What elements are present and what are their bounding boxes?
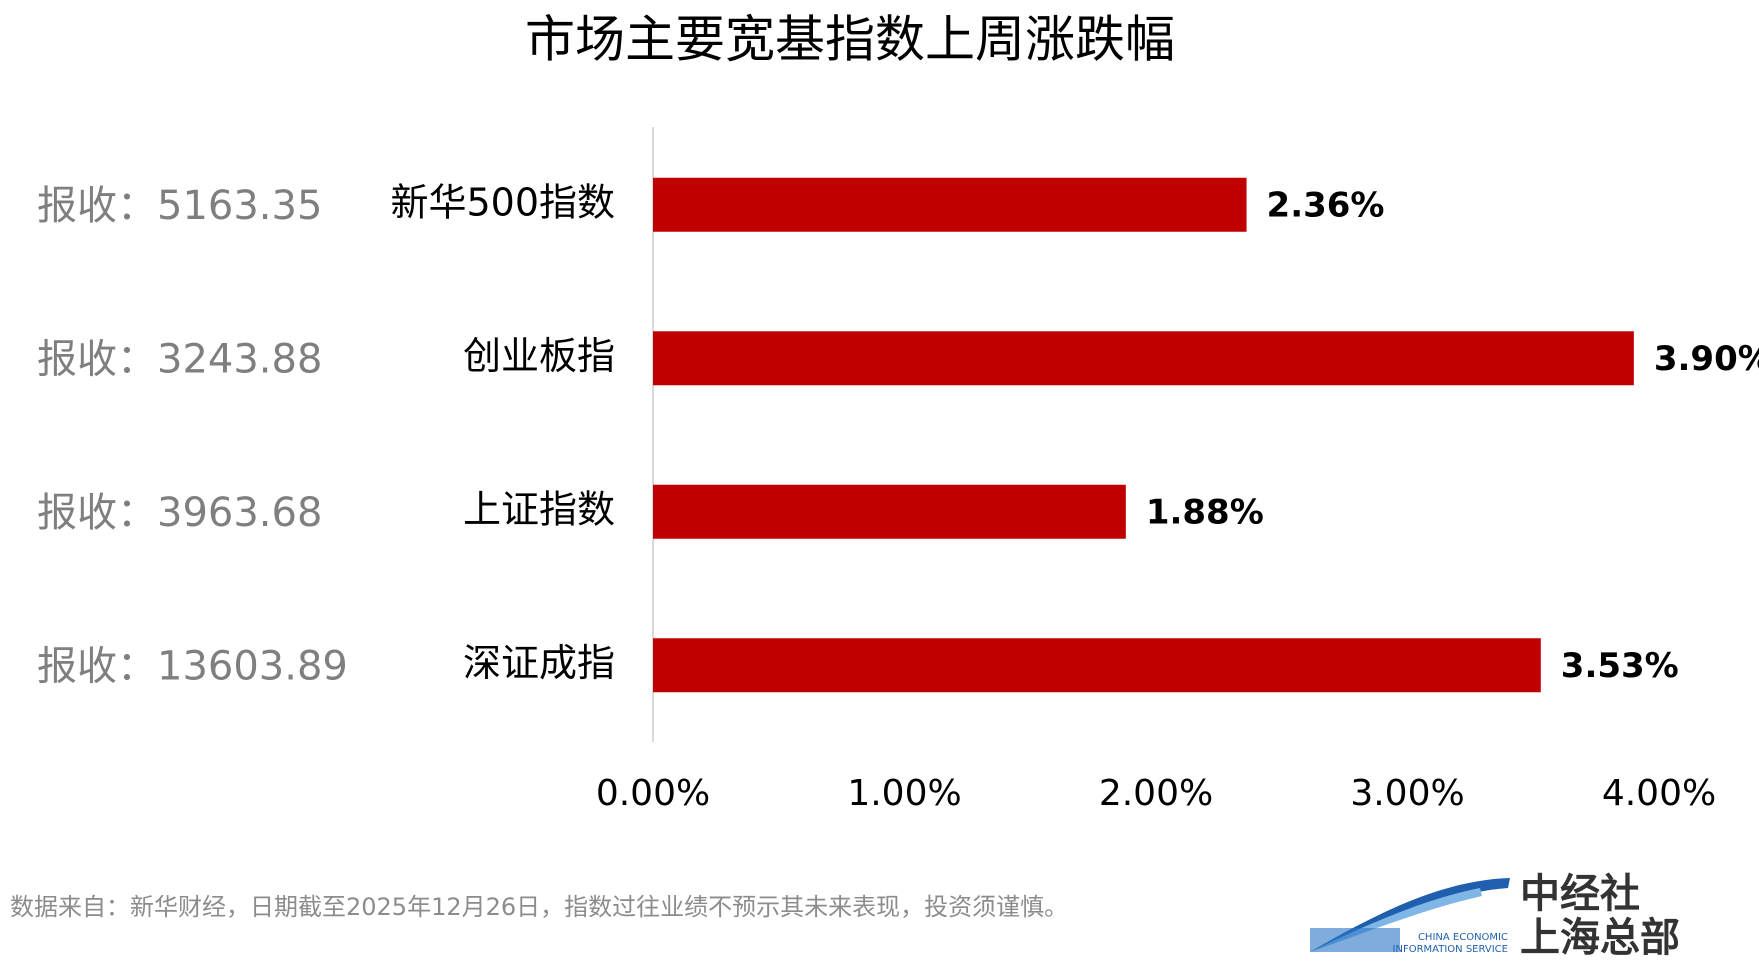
chart-title: 市场主要宽基指数上周涨跌幅 xyxy=(525,11,1175,69)
category-label: 创业板指 xyxy=(463,334,615,378)
category-label: 新华500指数 xyxy=(390,180,615,224)
category-label: 深证成指 xyxy=(463,641,615,685)
bar xyxy=(653,331,1634,386)
closing-label: 报收：13603.89 xyxy=(37,643,348,689)
logo-swoosh xyxy=(1310,878,1510,952)
bar xyxy=(653,484,1126,539)
logo-name: 中经社 xyxy=(1520,871,1640,917)
x-tick-label: 2.00% xyxy=(1099,773,1213,814)
logo-english: INFORMATION SERVICE xyxy=(1393,944,1508,955)
x-tick-label: 1.00% xyxy=(847,773,961,814)
logo-band xyxy=(1310,928,1400,952)
x-tick-label: 0.00% xyxy=(596,773,710,814)
value-label: 2.36% xyxy=(1267,185,1385,225)
bar xyxy=(653,177,1247,232)
value-label: 1.88% xyxy=(1146,492,1264,532)
logo-english: CHINA ECONOMIC xyxy=(1418,932,1508,943)
closing-label: 报收：3243.88 xyxy=(37,336,322,382)
bar xyxy=(653,638,1541,693)
value-label: 3.53% xyxy=(1561,646,1679,686)
x-tick-label: 3.00% xyxy=(1350,773,1464,814)
closing-label: 报收：3963.68 xyxy=(37,490,322,536)
logo-branch: 上海总部 xyxy=(1520,915,1680,961)
value-label: 3.90% xyxy=(1654,339,1759,379)
logo: CHINA ECONOMIC INFORMATION SERVICE 中经社 上… xyxy=(1310,871,1680,961)
x-tick-label: 4.00% xyxy=(1602,773,1716,814)
source-note: 数据来自：新华财经，日期截至2025年12月26日，指数过往业绩不预示其未来表现… xyxy=(10,893,1068,921)
category-label: 上证指数 xyxy=(463,487,615,531)
closing-label: 报收：5163.35 xyxy=(37,183,322,229)
